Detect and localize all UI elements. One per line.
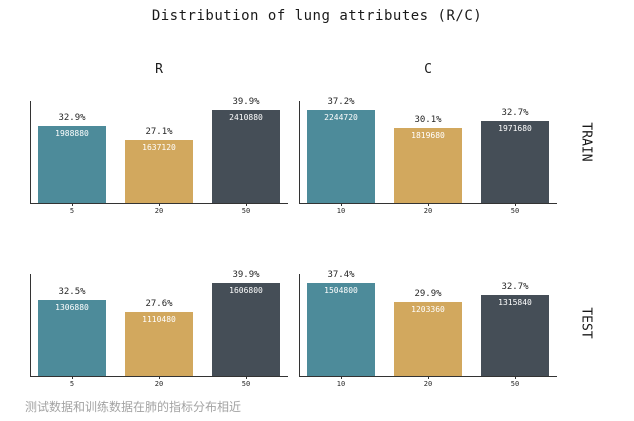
bar: 37.4% 1504800	[307, 270, 375, 376]
subplot-c-train: 37.2% 2244720 30.1% 1819680 32.7% 1971680 10 2…	[299, 71, 557, 215]
x-tick-mark	[340, 203, 342, 206]
y-axis-spine	[30, 274, 31, 376]
x-axis-ticks: 10 20 50	[299, 376, 557, 388]
bar-pct-label: 27.1%	[145, 127, 173, 137]
x-tick-label: 10	[336, 207, 346, 215]
bar: 30.1% 1819680	[394, 115, 462, 203]
x-tick-label: 20	[423, 207, 433, 215]
x-tick: 5	[38, 203, 106, 215]
x-tick-mark	[71, 203, 73, 206]
x-tick: 10	[307, 376, 375, 388]
x-tick: 20	[125, 203, 193, 215]
x-tick-label: 20	[423, 380, 433, 388]
bar: 29.9% 1203360	[394, 289, 462, 376]
figure-title: Distribution of lung attributes (R/C)	[151, 8, 483, 24]
x-axis-ticks: 5 20 50	[30, 376, 288, 388]
bar-pct-label: 30.1%	[414, 115, 442, 125]
x-tick-label: 5	[69, 380, 75, 388]
x-tick-label: 50	[241, 380, 251, 388]
bars-area: 37.2% 2244720 30.1% 1819680 32.7% 1971680	[299, 71, 557, 203]
bar-pct-label: 29.9%	[414, 289, 442, 299]
x-tick-mark	[340, 376, 342, 379]
bar-value-label: 1315840	[498, 298, 532, 307]
bar-value-label: 1988880	[55, 129, 89, 138]
bar-pct-label: 39.9%	[232, 270, 260, 280]
x-axis-ticks: 10 20 50	[299, 203, 557, 215]
bar-pct-label: 27.6%	[145, 299, 173, 309]
bar: 39.9% 2410880	[212, 97, 280, 203]
bar: 37.2% 2244720	[307, 97, 375, 203]
col-title-r: R	[155, 62, 163, 77]
bars-area: 37.4% 1504800 29.9% 1203360 32.7% 1315840	[299, 244, 557, 376]
row-label-test: TEST	[578, 307, 594, 339]
bar-value-label: 2244720	[324, 113, 358, 122]
x-tick-label: 50	[510, 207, 520, 215]
x-tick: 50	[212, 203, 280, 215]
bar-pct-label: 32.7%	[501, 108, 529, 118]
x-tick-mark	[71, 376, 73, 379]
x-tick: 5	[38, 376, 106, 388]
y-axis-spine	[299, 274, 300, 376]
bar-pct-label: 37.2%	[327, 97, 355, 107]
bar: 32.7% 1971680	[481, 108, 549, 203]
bar: 32.7% 1315840	[481, 282, 549, 376]
x-tick: 20	[394, 376, 462, 388]
x-tick-mark	[427, 376, 429, 379]
bar: 27.1% 1637120	[125, 127, 193, 203]
bar-value-label: 2410880	[229, 113, 263, 122]
bar-pct-label: 32.5%	[58, 287, 86, 297]
x-tick-mark	[245, 376, 247, 379]
subplot-r-train: 32.9% 1988880 27.1% 1637120 39.9% 2410880 5 20…	[30, 71, 288, 215]
row-label-train: TRAIN	[578, 122, 594, 162]
x-tick: 50	[212, 376, 280, 388]
subplot-c-test: 37.4% 1504800 29.9% 1203360 32.7% 1315840 10 2…	[299, 244, 557, 388]
bar-value-label: 1203360	[411, 305, 445, 314]
bar-value-label: 1637120	[142, 143, 176, 152]
x-tick: 20	[125, 376, 193, 388]
x-tick-label: 20	[154, 207, 164, 215]
x-tick-mark	[514, 203, 516, 206]
bar: 32.9% 1988880	[38, 113, 106, 203]
x-tick-label: 50	[241, 207, 251, 215]
bar: 27.6% 1110480	[125, 299, 193, 376]
x-tick-mark	[245, 203, 247, 206]
bar: 32.5% 1306880	[38, 287, 106, 376]
bar-value-label: 1306880	[55, 303, 89, 312]
subplot-r-test: 32.5% 1306880 27.6% 1110480 39.9% 1606800 5 20…	[30, 244, 288, 388]
bar-value-label: 1971680	[498, 124, 532, 133]
bar-pct-label: 39.9%	[232, 97, 260, 107]
x-tick-label: 10	[336, 380, 346, 388]
y-axis-spine	[30, 101, 31, 203]
bars-area: 32.9% 1988880 27.1% 1637120 39.9% 2410880	[30, 71, 288, 203]
bar: 39.9% 1606800	[212, 270, 280, 376]
bar-value-label: 1819680	[411, 131, 445, 140]
x-tick-label: 20	[154, 380, 164, 388]
x-tick: 10	[307, 203, 375, 215]
x-tick-mark	[158, 376, 160, 379]
bar-value-label: 1504800	[324, 286, 358, 295]
x-tick-mark	[514, 376, 516, 379]
x-tick: 50	[481, 203, 549, 215]
x-tick: 50	[481, 376, 549, 388]
bars-area: 32.5% 1306880 27.6% 1110480 39.9% 1606800	[30, 244, 288, 376]
bar-value-label: 1606800	[229, 286, 263, 295]
bar-pct-label: 37.4%	[327, 270, 355, 280]
col-title-c: C	[424, 62, 432, 77]
caption: 测试数据和训练数据在肺的指标分布相近	[25, 400, 242, 414]
bar-pct-label: 32.7%	[501, 282, 529, 292]
x-tick-mark	[427, 203, 429, 206]
x-tick-label: 50	[510, 380, 520, 388]
x-tick: 20	[394, 203, 462, 215]
y-axis-spine	[299, 101, 300, 203]
x-tick-mark	[158, 203, 160, 206]
x-tick-label: 5	[69, 207, 75, 215]
x-axis-ticks: 5 20 50	[30, 203, 288, 215]
bar-pct-label: 32.9%	[58, 113, 86, 123]
bar-value-label: 1110480	[142, 315, 176, 324]
